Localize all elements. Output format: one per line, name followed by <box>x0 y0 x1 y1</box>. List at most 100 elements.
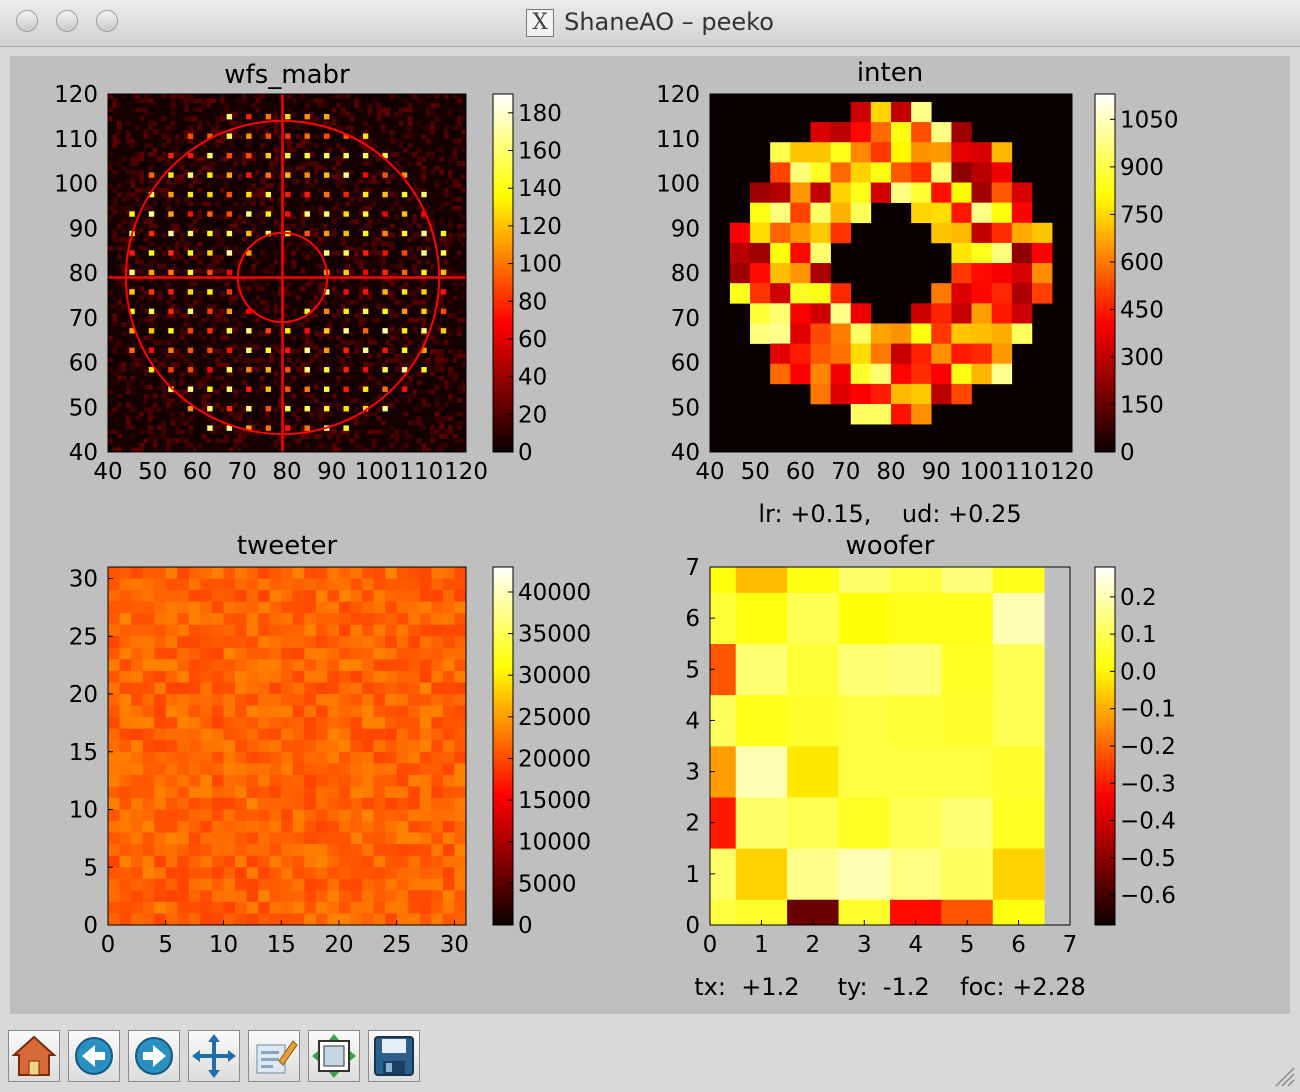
wfs-noise-pixel <box>197 165 203 171</box>
close-window-button[interactable] <box>16 10 38 32</box>
wfs-image[interactable] <box>108 94 467 453</box>
wfs-noise-pixel <box>336 201 341 207</box>
tweeter-actuator <box>304 670 317 683</box>
wfs-noise-pixel <box>197 429 203 435</box>
wfs-noise-pixel <box>416 277 422 283</box>
tweeter-actuator <box>235 901 247 914</box>
y-tick-label: 100 <box>54 172 98 198</box>
figure-canvas[interactable]: wfs_mabr 40 50 60 70 80 90 100 110 120 40 50 60 70 8… <box>10 56 1290 1014</box>
wfs-noise-pixel <box>282 443 288 448</box>
wfs-spot <box>440 230 447 237</box>
zoom-button[interactable] <box>248 1030 300 1082</box>
wfs-noise-pixel <box>179 434 185 439</box>
tweeter-actuator <box>108 624 120 637</box>
wfs-noise-pixel <box>300 143 306 148</box>
tweeter-actuator <box>269 682 282 695</box>
woofer-image[interactable] <box>710 567 1045 926</box>
tweeter-actuator <box>223 890 236 903</box>
wfs-noise-pixel <box>219 353 225 359</box>
wfs-noise-pixel <box>354 237 359 242</box>
tweeter-actuator <box>269 590 282 603</box>
wfs-noise-pixel <box>363 120 368 126</box>
wfs-noise-pixel <box>416 214 422 220</box>
wfs-noise-pixel <box>224 147 230 153</box>
tweeter-actuator <box>269 763 282 776</box>
forward-button[interactable] <box>128 1030 180 1082</box>
zoom-window-button[interactable] <box>96 10 118 32</box>
woofer-actuator <box>735 643 788 696</box>
home-button[interactable] <box>8 1030 60 1082</box>
tweeter-actuator <box>119 786 132 799</box>
wfs-spot <box>401 328 408 334</box>
wfs-noise-pixel <box>260 250 265 256</box>
tweeter-actuator <box>223 786 236 799</box>
wfs-noise-pixel <box>430 102 435 108</box>
wfs-noise-pixel <box>376 447 382 453</box>
title-bar[interactable]: X ShaneAO – peeko <box>0 0 1300 47</box>
save-button[interactable] <box>368 1030 420 1082</box>
resize-grip-icon[interactable] <box>1272 1064 1296 1088</box>
wfs-noise-pixel <box>242 434 248 439</box>
wfs-noise-pixel <box>237 434 243 439</box>
wfs-noise-pixel <box>260 196 265 202</box>
wfs-noise-pixel <box>197 380 203 386</box>
tweeter-actuator <box>454 821 467 834</box>
tweeter-actuator <box>327 878 340 891</box>
tweeter-actuator <box>315 624 328 637</box>
wfs-noise-pixel <box>148 273 154 278</box>
wfs-noise-pixel <box>166 183 171 189</box>
x-tick-label: 40 <box>695 459 724 485</box>
wfs-noise-pixel <box>439 179 444 184</box>
tweeter-actuator <box>454 670 467 683</box>
tweeter-actuator <box>292 867 305 880</box>
tweeter-image[interactable] <box>108 567 467 926</box>
inten-image[interactable] <box>710 94 1072 452</box>
wfs-noise-pixel <box>224 402 230 408</box>
wfs-spot <box>343 269 349 276</box>
back-button[interactable] <box>68 1030 120 1082</box>
wfs-noise-pixel <box>255 170 261 175</box>
wfs-noise-pixel <box>448 425 453 430</box>
wfs-spot <box>187 230 194 237</box>
tweeter-actuator <box>177 613 190 626</box>
wfs-noise-pixel <box>340 429 346 435</box>
tweeter-actuator <box>188 613 201 626</box>
tweeter-actuator <box>223 844 236 857</box>
minimize-window-button[interactable] <box>56 10 78 32</box>
wfs-noise-pixel <box>425 94 431 99</box>
wfs-noise-pixel <box>161 407 167 413</box>
wfs-noise-pixel <box>434 290 440 296</box>
tweeter-actuator <box>211 590 224 603</box>
wfs-noise-pixel <box>407 120 413 126</box>
wfs-noise-pixel <box>152 259 158 265</box>
wfs-noise-pixel <box>398 259 404 265</box>
wfs-spot <box>246 328 252 334</box>
wfs-noise-pixel <box>363 402 368 408</box>
tweeter-actuator <box>327 705 340 718</box>
wfs-noise-pixel <box>421 277 427 283</box>
wfs-noise-pixel <box>260 362 265 368</box>
wfs-noise-pixel <box>439 313 444 319</box>
wfs-spot <box>421 367 427 373</box>
wfs-noise-pixel <box>224 317 230 323</box>
wfs-noise-pixel <box>130 447 136 453</box>
wfs-noise-pixel <box>251 255 256 260</box>
wfs-noise-pixel <box>331 313 337 319</box>
pan-button[interactable] <box>188 1030 240 1082</box>
y-tick-label: 40 <box>671 440 700 466</box>
wfs-noise-pixel <box>228 187 234 193</box>
wfs-noise-pixel <box>130 111 136 117</box>
wfs-noise-pixel <box>184 371 189 377</box>
tweeter-actuator <box>165 890 178 903</box>
wfs-noise-pixel <box>291 170 297 175</box>
tweeter-actuator <box>235 913 247 926</box>
wfs-noise-pixel <box>233 111 239 117</box>
wfs-noise-pixel <box>130 219 136 225</box>
wfs-noise-pixel <box>448 299 453 305</box>
wfs-noise-pixel <box>340 322 346 327</box>
wfs-noise-pixel <box>179 246 185 251</box>
wfs-noise-pixel <box>179 375 185 381</box>
tweeter-actuator <box>281 890 294 903</box>
subplots-button[interactable] <box>308 1030 360 1082</box>
wfs-noise-pixel <box>457 438 462 444</box>
